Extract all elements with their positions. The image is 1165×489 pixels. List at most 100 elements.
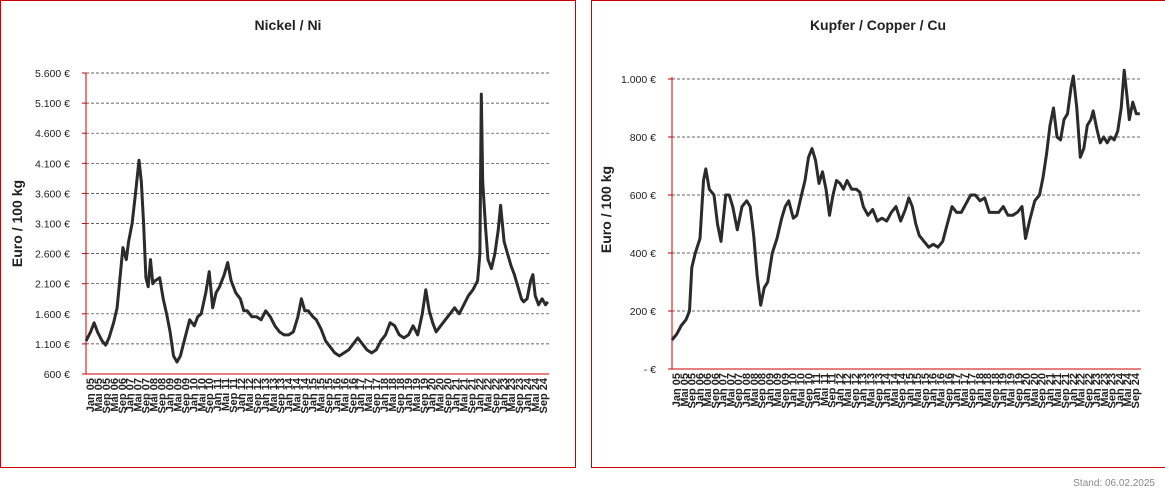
x-tick-label: Mai 13 bbox=[268, 378, 280, 412]
x-tick-label: Mai 21 bbox=[459, 378, 471, 412]
x-tick-label: Mai 18 bbox=[387, 378, 399, 412]
x-tick-label: Mai 05 bbox=[93, 378, 105, 412]
y-axis-label: Euro / 100 kg bbox=[598, 166, 614, 253]
x-tick-label: Jan 15 bbox=[904, 373, 916, 407]
y-tick-label: 2.100 € bbox=[35, 279, 70, 291]
x-tick-label: Sep 16 bbox=[943, 373, 955, 408]
x-tick-label: Sep 13 bbox=[873, 373, 885, 408]
x-tick-label: Sep 08 bbox=[757, 373, 769, 408]
chart-title: Nickel / Ni bbox=[255, 17, 322, 33]
x-tick-label: Mai 22 bbox=[1076, 373, 1088, 407]
x-tick-label: Sep 09 bbox=[780, 373, 792, 408]
x-tick-label: Jan 15 bbox=[308, 378, 320, 412]
x-tick-label: Mai 18 bbox=[982, 373, 994, 407]
x-tick-label: Jan 07 bbox=[718, 373, 730, 407]
x-tick-label: Sep 06 bbox=[117, 378, 129, 413]
x-tick-label: Mai 05 bbox=[679, 373, 691, 407]
x-tick-label: Mai 10 bbox=[196, 378, 208, 412]
y-tick-label: 3.100 € bbox=[35, 219, 70, 231]
x-tick-label: Mai 24 bbox=[530, 377, 542, 412]
x-tick-label: Jan 12 bbox=[236, 378, 248, 412]
x-tick-label: Jan 24 bbox=[522, 377, 534, 412]
x-tick-label: Jan 10 bbox=[188, 378, 200, 412]
y-tick-label: 200 € bbox=[630, 306, 656, 318]
x-tick-label: Jan 16 bbox=[331, 378, 343, 412]
x-tick-label: Sep 17 bbox=[371, 378, 383, 413]
x-tick-label: Sep 16 bbox=[347, 378, 359, 413]
x-tick-label: Mai 24 bbox=[1122, 372, 1134, 407]
price-series-line bbox=[84, 92, 549, 364]
x-tick-label: Jan 11 bbox=[811, 373, 823, 407]
x-tick-label: Sep 13 bbox=[276, 378, 288, 413]
x-tick-label: Jan 17 bbox=[951, 373, 963, 407]
x-tick-label: Mai 14 bbox=[292, 377, 304, 412]
x-tick-label: Sep 15 bbox=[920, 373, 932, 408]
copper-chart-panel: Kupfer / Copper / Cu Euro / 100 kg - € 200 … bbox=[591, 0, 1165, 468]
copper-chart: Kupfer / Copper / Cu Euro / 100 kg - € 200 … bbox=[598, 17, 1142, 408]
x-tick-label: Sep 18 bbox=[395, 378, 407, 413]
x-tick-label: Sep 14 bbox=[300, 377, 312, 413]
x-tick-label: Jan 08 bbox=[741, 373, 753, 407]
x-tick-label: Mai 11 bbox=[819, 373, 831, 406]
x-tick-label: Sep 17 bbox=[967, 373, 979, 408]
x-tick-label: Mai 22 bbox=[482, 378, 494, 412]
x-tick-label: Mai 09 bbox=[172, 378, 184, 412]
y-tick-label: 1.000 € bbox=[621, 74, 656, 86]
x-tick-label: Mai 16 bbox=[339, 378, 351, 412]
x-tick-label: Jan 20 bbox=[427, 378, 439, 412]
nickel-chart: Nickel / Ni Euro / 100 kg 600 € 1.100 € 1.60… bbox=[9, 17, 550, 413]
x-tick-label: Jan 06 bbox=[694, 373, 706, 407]
x-tick-label: Mai 19 bbox=[1006, 373, 1018, 407]
x-tick-label: Mai 10 bbox=[795, 373, 807, 407]
x-tick-label: Mai 14 bbox=[889, 372, 901, 407]
x-tick-label: Mai 23 bbox=[506, 378, 518, 412]
y-tick-label: - € bbox=[644, 364, 656, 376]
y-tick-label: 600 € bbox=[630, 190, 656, 202]
x-tick-label: Jan 21 bbox=[1044, 373, 1056, 407]
x-tick-label: Mai 16 bbox=[936, 373, 948, 407]
chart-title: Kupfer / Copper / Cu bbox=[810, 17, 946, 33]
x-tick-label: Jan 21 bbox=[451, 378, 463, 412]
x-tick-label: Sep 24 bbox=[538, 377, 550, 413]
x-tick-label: Sep 12 bbox=[850, 373, 862, 408]
x-tick-label: Sep 09 bbox=[180, 378, 192, 413]
x-tick-label: Mai 06 bbox=[702, 373, 714, 407]
x-tick-label: Mai 13 bbox=[865, 373, 877, 407]
x-tick-label: Jan 23 bbox=[1091, 373, 1103, 407]
x-tick-label: Mai 12 bbox=[842, 373, 854, 407]
x-tick-label: Jan 05 bbox=[85, 378, 97, 412]
x-tick-label: Jan 22 bbox=[1068, 373, 1080, 407]
x-tick-label: Mai 23 bbox=[1099, 373, 1111, 407]
y-tick-label: 2.600 € bbox=[35, 249, 70, 261]
x-tick-label: Mai 20 bbox=[435, 378, 447, 412]
x-tick-label: Mai 07 bbox=[725, 373, 737, 407]
x-tick-label: Mai 20 bbox=[1029, 373, 1041, 407]
x-tick-label: Jan 14 bbox=[284, 377, 296, 412]
price-series-line bbox=[670, 68, 1140, 341]
x-tick-label: Mai 17 bbox=[363, 378, 375, 412]
x-tick-label: Sep 20 bbox=[1037, 373, 1049, 408]
x-tick-label: Jan 09 bbox=[164, 378, 176, 412]
stand-date-label: Stand: 06.02.2025 bbox=[1073, 478, 1155, 489]
y-tick-label: 3.600 € bbox=[35, 188, 70, 200]
x-tick-label: Jan 19 bbox=[998, 373, 1010, 407]
x-tick-label: Sep 05 bbox=[101, 378, 113, 413]
x-tick-label: Sep 08 bbox=[157, 378, 169, 413]
y-tick-label: 4.600 € bbox=[35, 128, 70, 140]
x-tick-label: Mai 12 bbox=[244, 378, 256, 412]
x-tick-label: Jan 14 bbox=[881, 372, 893, 407]
x-tick-label: Sep 20 bbox=[443, 378, 455, 413]
nickel-chart-panel: Nickel / Ni Euro / 100 kg 600 € 1.100 € 1.60… bbox=[0, 0, 576, 468]
x-tick-label: Mai 08 bbox=[749, 373, 761, 407]
x-tick-label: Sep 12 bbox=[252, 378, 264, 413]
x-tick-label: Sep 21 bbox=[1060, 373, 1072, 408]
x-tick-label: Sep 23 bbox=[1107, 373, 1119, 408]
x-tick-label: Sep 10 bbox=[803, 373, 815, 408]
x-tick-label: Mai 09 bbox=[772, 373, 784, 407]
y-tick-label: 5.100 € bbox=[35, 98, 70, 110]
x-tick-label: Sep 11 bbox=[827, 373, 839, 408]
x-tick-label: Jan 17 bbox=[355, 378, 367, 412]
x-tick-label: Mai 17 bbox=[959, 373, 971, 407]
x-tick-label: Jan 05 bbox=[671, 373, 683, 407]
x-tick-label: Jan 19 bbox=[403, 378, 415, 412]
